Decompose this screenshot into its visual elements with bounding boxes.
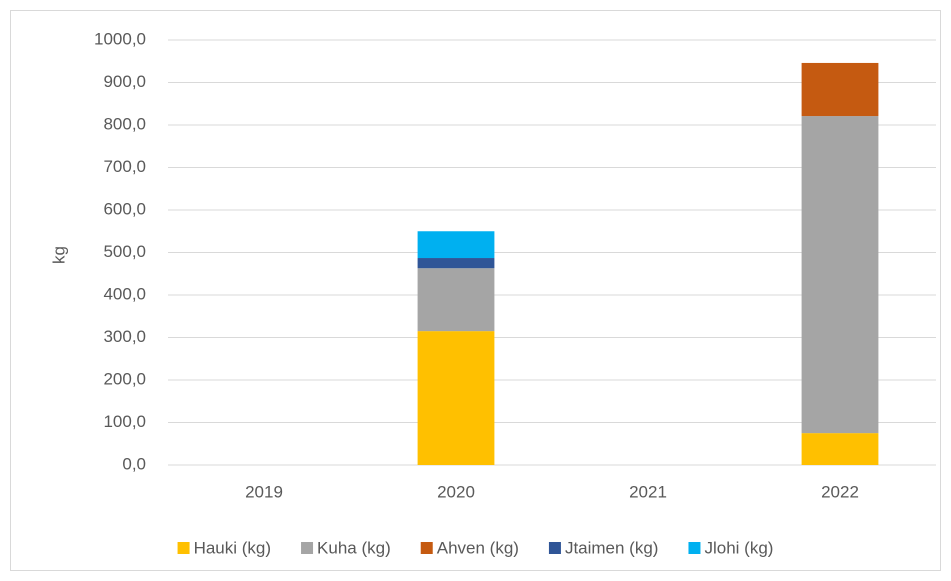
y-tick-label: 700,0 — [103, 157, 146, 176]
y-tick-label: 200,0 — [103, 369, 146, 388]
legend-label: Hauki (kg) — [194, 538, 271, 557]
y-tick-label: 1000,0 — [94, 29, 146, 48]
y-tick-label: 400,0 — [103, 284, 146, 303]
legend-swatch — [301, 542, 314, 554]
x-tick-label: 2020 — [437, 482, 475, 501]
y-tick-label: 500,0 — [103, 242, 146, 261]
legend-label: Jtaimen (kg) — [565, 538, 659, 557]
bar-segment — [417, 331, 495, 465]
legend-swatch — [177, 542, 190, 554]
bar-segment — [417, 268, 495, 332]
bar-segment — [801, 62, 879, 117]
x-tick-label: 2019 — [245, 482, 283, 501]
bar-segment — [417, 258, 495, 269]
y-tick-label: 600,0 — [103, 199, 146, 218]
legend-label: Jlohi (kg) — [704, 538, 773, 557]
y-tick-label: 100,0 — [103, 412, 146, 431]
bar-segment — [801, 116, 879, 434]
legend-label: Kuha (kg) — [317, 538, 391, 557]
bar-segment — [801, 433, 879, 465]
y-axis-label: kg — [49, 246, 68, 264]
y-tick-label: 300,0 — [103, 327, 146, 346]
y-tick-label: 900,0 — [103, 72, 146, 91]
legend-swatch — [688, 542, 701, 554]
y-tick-label: 0,0 — [122, 454, 146, 473]
legend-swatch — [420, 542, 433, 554]
x-tick-label: 2021 — [629, 482, 667, 501]
y-tick-label: 800,0 — [103, 114, 146, 133]
legend-label: Ahven (kg) — [437, 538, 519, 557]
bar-segment — [417, 231, 495, 259]
x-tick-label: 2022 — [821, 482, 859, 501]
legend-swatch — [548, 542, 561, 554]
